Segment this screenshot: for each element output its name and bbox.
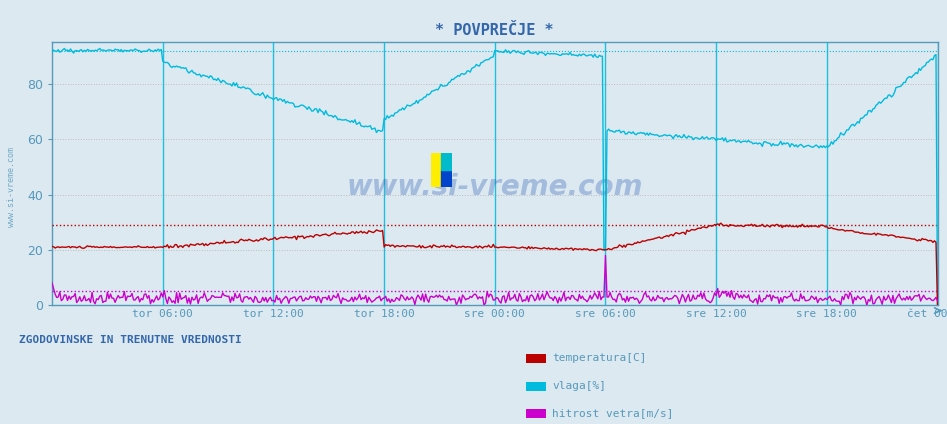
Text: vlaga[%]: vlaga[%] xyxy=(552,381,606,391)
Text: temperatura[C]: temperatura[C] xyxy=(552,353,647,363)
Title: * POVPREČJE *: * POVPREČJE * xyxy=(436,23,554,39)
Text: www.si-vreme.com: www.si-vreme.com xyxy=(347,173,643,201)
Bar xyxy=(431,153,441,187)
Bar xyxy=(441,153,452,170)
Bar xyxy=(441,170,452,187)
Text: ZGODOVINSKE IN TRENUTNE VREDNOSTI: ZGODOVINSKE IN TRENUTNE VREDNOSTI xyxy=(19,335,241,346)
Text: www.si-vreme.com: www.si-vreme.com xyxy=(7,147,16,226)
Text: hitrost vetra[m/s]: hitrost vetra[m/s] xyxy=(552,408,673,418)
